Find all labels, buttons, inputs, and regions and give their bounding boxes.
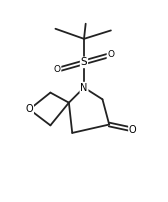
Text: N: N	[80, 83, 88, 93]
Text: O: O	[107, 50, 114, 59]
Text: O: O	[26, 104, 33, 114]
Text: S: S	[81, 57, 87, 67]
Text: O: O	[129, 125, 137, 135]
Text: O: O	[54, 65, 61, 74]
